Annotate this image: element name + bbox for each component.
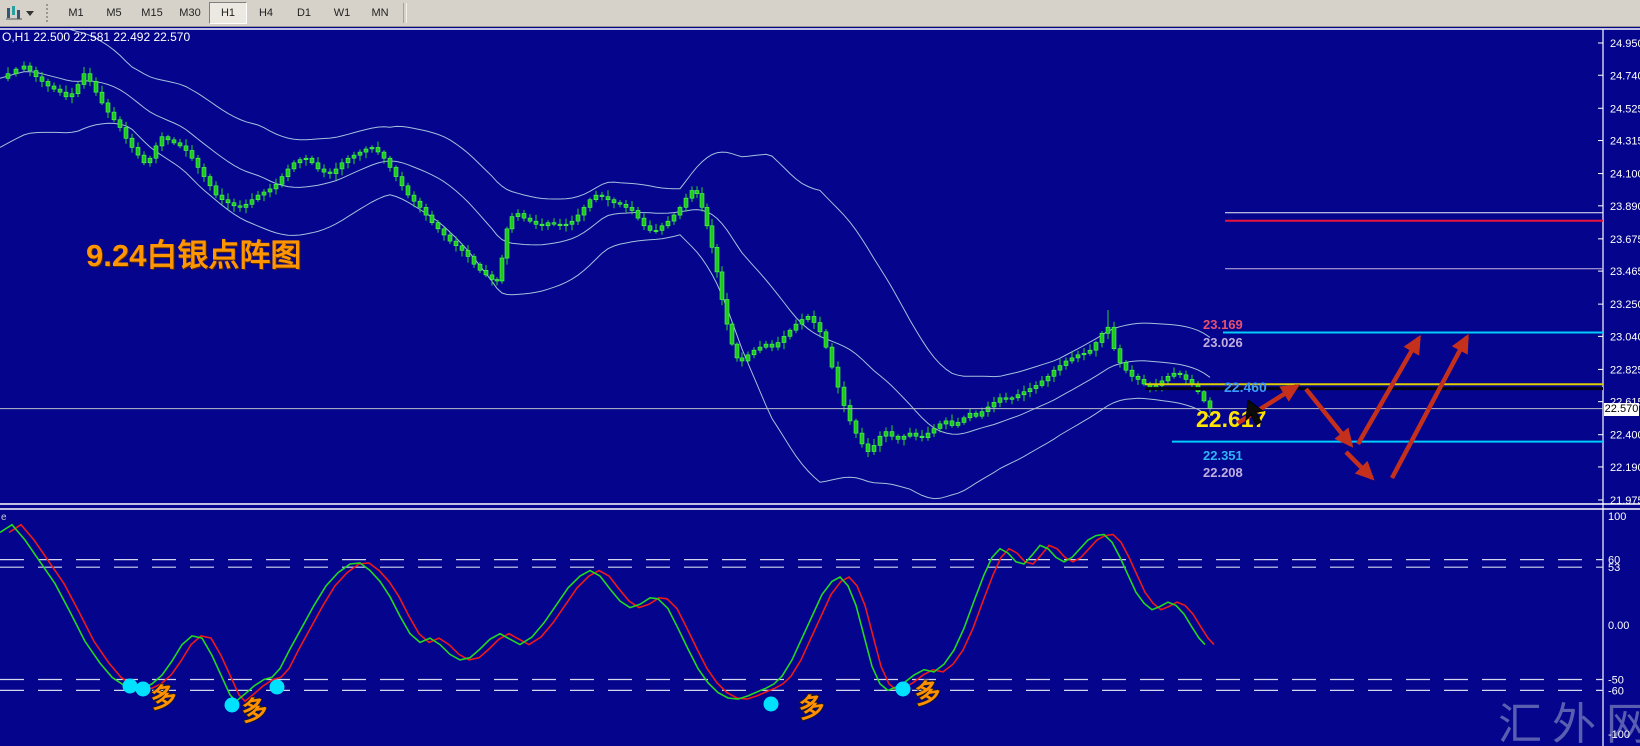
oscillator-tick-label: 60 — [1608, 555, 1620, 567]
price-tick-label: 24.950 — [1610, 38, 1640, 50]
oscillator-lines — [0, 523, 1215, 703]
timeframe-button-m30[interactable]: M30 — [179, 7, 201, 19]
oscillator-threshold-lines — [0, 558, 1603, 692]
price-tick-label: 22.190 — [1610, 462, 1640, 474]
timeframe-button-h4[interactable]: H4 — [258, 7, 274, 19]
timeframe-button-m15[interactable]: M15 — [141, 7, 163, 19]
oscillator-tick-label: -60 — [1608, 685, 1624, 697]
timeframe-button-mn[interactable]: MN — [371, 7, 389, 19]
price-axis: 24.950 24.740 24.525 24.315 24.100 23.890 23.6… — [1598, 38, 1640, 507]
price-tick-label: 22.825 — [1610, 364, 1640, 376]
chart-title-annotation: 9.24白银点阵图 — [86, 238, 302, 273]
long-label: 多 — [913, 677, 943, 710]
indicator-edge-label: e — [1, 512, 7, 523]
long-label: 多 — [240, 694, 270, 727]
price-tick-label: 23.675 — [1610, 234, 1640, 246]
trend-arrows — [1236, 333, 1469, 481]
toolbar-grip-handle[interactable] — [46, 4, 51, 22]
level-label: 22.460 — [1224, 379, 1267, 395]
watermark: 汇外网 — [1498, 700, 1640, 746]
timeframe-toolbar: M1 M5 M15 M30 H1 H4 D1 W1 MN — [0, 0, 1640, 27]
price-tick-label: 24.315 — [1610, 136, 1640, 148]
long-signal-labels: 多多多多 — [148, 676, 944, 728]
candles — [5, 61, 1213, 458]
price-tick-label: 24.740 — [1610, 70, 1640, 82]
price-tick-label: 21.975 — [1610, 495, 1640, 507]
price-tick-label: 24.525 — [1610, 103, 1640, 115]
chart-type-icon[interactable] — [4, 4, 24, 22]
oscillator-tick-label: -50 — [1608, 675, 1624, 687]
level-label: 23.169 — [1203, 317, 1243, 332]
price-tick-label: 24.100 — [1610, 169, 1640, 181]
price-tick-label: 23.465 — [1610, 266, 1640, 278]
oscillator-tick-label: -100 — [1608, 729, 1630, 741]
chart-borders — [0, 28, 1640, 746]
price-tick-label: 23.040 — [1610, 331, 1640, 343]
level-label: 22.208 — [1203, 465, 1243, 480]
timeframe-button-h1[interactable]: H1 — [209, 2, 247, 24]
signal-dots — [122, 678, 911, 713]
level-label: 23.026 — [1203, 335, 1243, 350]
chevron-down-icon[interactable] — [26, 10, 34, 16]
timeframe-button-w1[interactable]: W1 — [333, 7, 351, 19]
mouse-cursor — [1245, 399, 1265, 426]
timeframe-button-m1[interactable]: M1 — [68, 7, 84, 19]
level-label: 22.351 — [1203, 448, 1243, 463]
price-tick-label: 22.400 — [1610, 430, 1640, 442]
timeframe-button-d1[interactable]: D1 — [296, 7, 312, 19]
oscillator-tick-label: 0.00 — [1608, 620, 1629, 632]
price-tick-label: 23.250 — [1610, 299, 1640, 311]
timeframe-button-m5[interactable]: M5 — [106, 7, 122, 19]
ohlc-info-line: O,H1 22.500 22.581 22.492 22.570 — [2, 30, 191, 44]
toolbar-separator — [403, 3, 407, 23]
oscillator-tick-label: 100 — [1608, 511, 1626, 523]
level-lines — [0, 212, 1603, 443]
oscillator-tick-label: 53 — [1608, 562, 1620, 574]
long-label: 多 — [797, 691, 827, 724]
current-price-badge: 22.570 — [1604, 403, 1639, 416]
bollinger-bands — [0, 29, 1211, 500]
price-tick-label: 23.890 — [1610, 201, 1640, 213]
long-label: 多 — [149, 681, 179, 714]
